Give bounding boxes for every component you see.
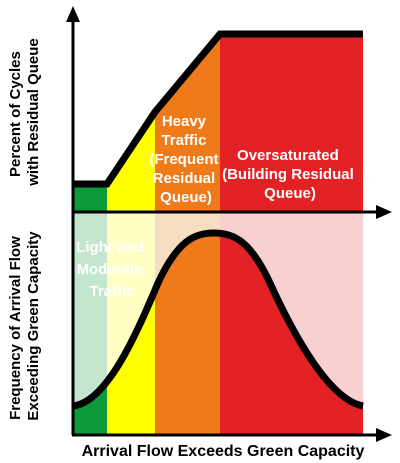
bottom-x-axis-arrowhead bbox=[376, 428, 392, 442]
zone-over-line-3: Queue) bbox=[264, 185, 316, 202]
top-zone-green bbox=[73, 184, 107, 212]
zone-heavy-line-1: Heavy bbox=[162, 113, 207, 130]
zone-heavy-line-2: Traffic bbox=[161, 132, 206, 149]
top-chart-fill bbox=[73, 34, 363, 212]
top-x-axis-arrowhead bbox=[376, 205, 392, 219]
axes bbox=[66, 6, 392, 442]
bottom-y-label-line-2: Exceeding Green Capacity bbox=[25, 231, 42, 421]
bottom-y-axis-label: Frequency of Arrival Flow Exceeding Gree… bbox=[7, 231, 42, 421]
zone-label-oversaturated: Oversaturated (Building Residual Queue) bbox=[222, 147, 358, 202]
zone-over-line-1: Oversaturated bbox=[237, 147, 339, 164]
residual-queue-line bbox=[73, 30, 363, 188]
zone-light-line-2: Moderate bbox=[77, 261, 144, 278]
x-axis-label: Arrival Flow Exceeds Green Capacity bbox=[82, 443, 365, 460]
top-zone-orange bbox=[155, 34, 220, 212]
zone-label-light: Light and Moderate Traffic bbox=[76, 239, 148, 300]
top-zone-yellow bbox=[107, 112, 155, 212]
top-y-label-line-1: Percent of Cycles bbox=[7, 51, 24, 177]
zone-heavy-line-5: Queue) bbox=[160, 189, 212, 206]
top-y-label-line-2: with Residual Queue bbox=[25, 38, 42, 187]
frequency-bell-curve bbox=[72, 229, 364, 410]
zone-over-line-2: (Building Residual bbox=[222, 166, 354, 183]
top-y-axis-label: Percent of Cycles with Residual Queue bbox=[7, 38, 42, 187]
zone-light-line-1: Light and bbox=[76, 239, 144, 256]
zone-label-heavy: Heavy Traffic (Frequent Residual Queue) bbox=[149, 113, 222, 206]
bottom-y-label-line-1: Frequency of Arrival Flow bbox=[7, 236, 24, 420]
bottom-chart-fill bbox=[73, 212, 363, 435]
top-y-axis-arrowhead bbox=[66, 6, 80, 22]
top-zone-red bbox=[220, 34, 363, 212]
zone-heavy-line-4: Residual bbox=[153, 170, 216, 187]
zone-heavy-line-3: (Frequent bbox=[149, 151, 218, 168]
zone-light-line-3: Traffic bbox=[89, 283, 134, 300]
